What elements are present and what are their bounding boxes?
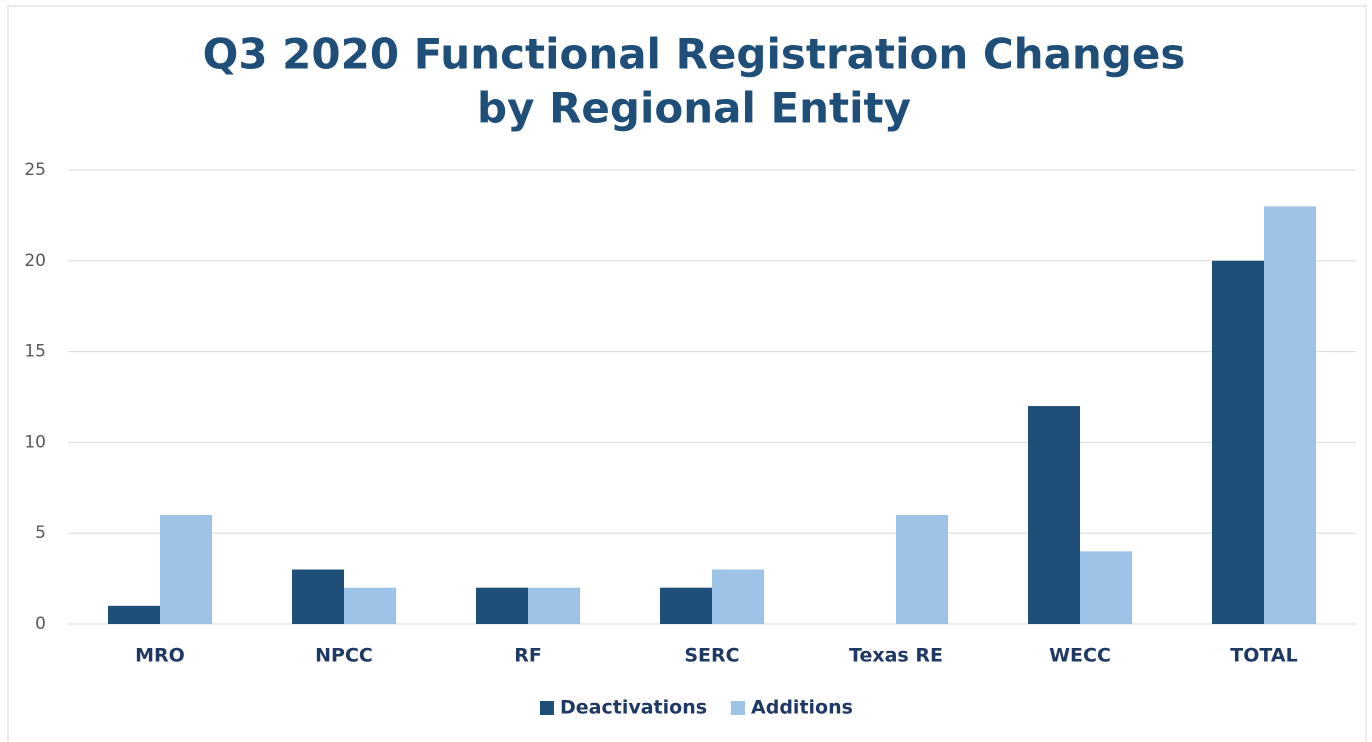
x-tick-label: SERC [684,645,739,667]
chart-title: Q3 2020 Functional Registration Changes [203,30,1186,79]
legend-label: Additions [751,697,853,719]
legend-swatch [731,701,746,715]
x-tick-label: TOTAL [1230,645,1297,667]
x-tick-label: MRO [135,645,185,667]
x-tick-label: NPCC [315,645,373,667]
y-tick-label: 10 [24,432,46,452]
legend-label: Deactivations [560,697,707,719]
y-tick-label: 20 [24,251,46,271]
bar [476,587,528,624]
bar [1028,406,1080,624]
bar [896,515,948,624]
y-tick-label: 5 [35,523,46,543]
y-tick-label: 0 [35,614,46,634]
bar [160,515,212,624]
bar [292,569,344,624]
x-tick-label: RF [514,645,542,667]
bar [712,569,764,624]
bar [660,587,712,624]
bar [1264,206,1316,624]
legend-swatch [540,701,554,715]
chart-title: by Regional Entity [477,84,911,133]
x-tick-label: WECC [1049,645,1111,667]
bar [528,587,580,624]
bar [344,587,396,624]
bar [108,605,160,624]
x-tick-label: Texas RE [849,645,943,667]
y-tick-label: 15 [24,342,46,362]
bar [1212,260,1264,624]
bar [1080,551,1132,624]
y-tick-label: 25 [24,160,46,180]
